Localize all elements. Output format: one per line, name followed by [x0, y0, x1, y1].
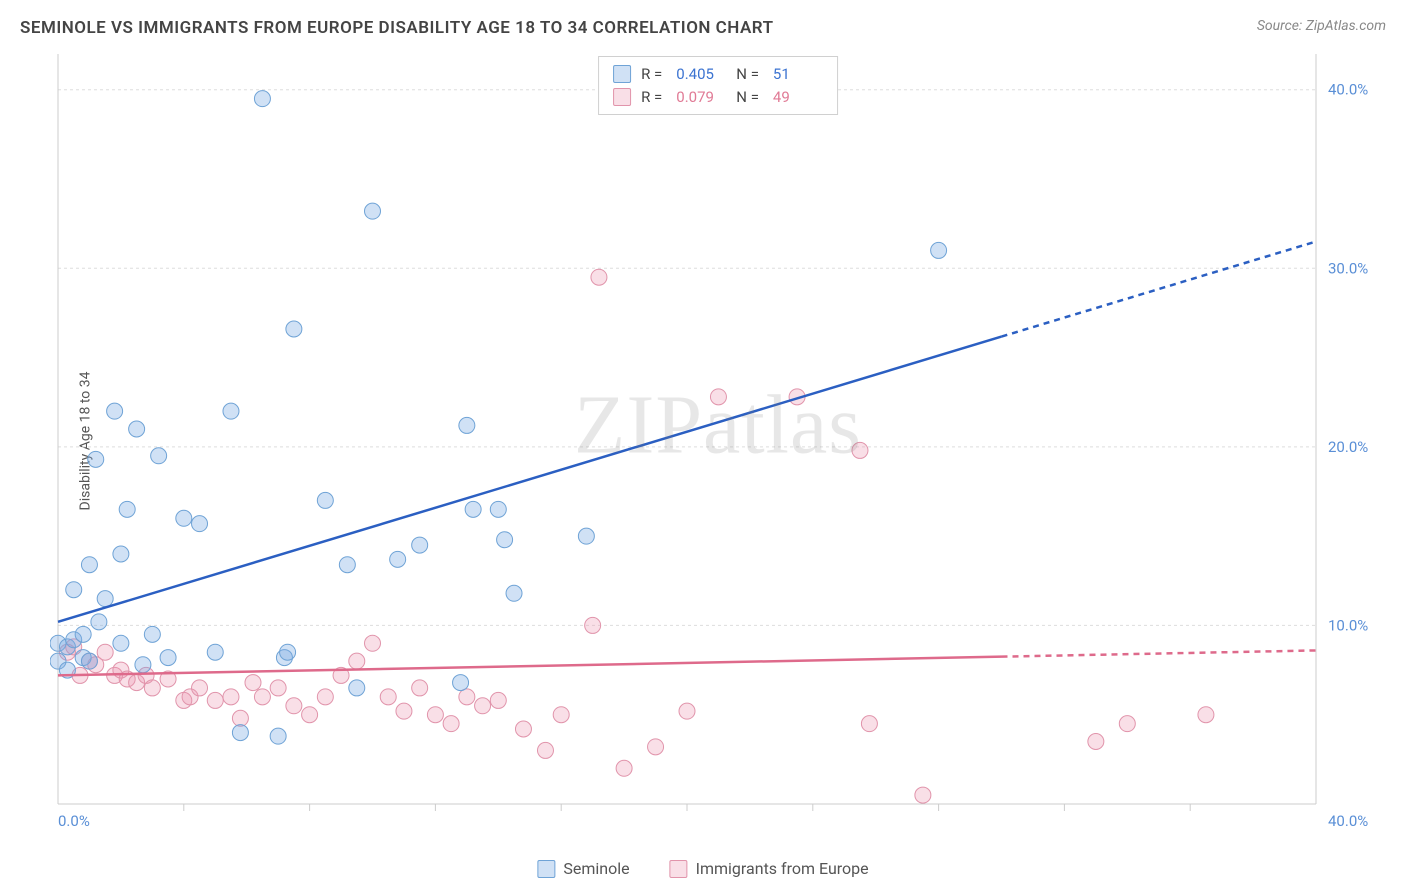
- chart-area: Disability Age 18 to 34 10.0%20.0%30.0%4…: [50, 50, 1386, 832]
- legend-item-immigrants: Immigrants from Europe: [670, 859, 869, 878]
- swatch-seminole: [613, 65, 631, 83]
- r-label: R =: [641, 86, 662, 109]
- svg-text:20.0%: 20.0%: [1328, 438, 1368, 456]
- legend-label-immigrants: Immigrants from Europe: [696, 859, 869, 878]
- legend-label-seminole: Seminole: [563, 859, 629, 878]
- legend-swatch-seminole: [537, 860, 555, 878]
- stats-row-immigrants: R = 0.079 N = 49: [613, 86, 823, 109]
- swatch-immigrants: [613, 88, 631, 106]
- svg-text:30.0%: 30.0%: [1328, 259, 1368, 277]
- source-attribution: Source: ZipAtlas.com: [1257, 18, 1386, 34]
- n-label: N =: [736, 63, 759, 86]
- chart-title: SEMINOLE VS IMMIGRANTS FROM EUROPE DISAB…: [20, 18, 774, 38]
- r-value-immigrants: 0.079: [676, 86, 726, 109]
- n-value-seminole: 51: [773, 63, 823, 86]
- stats-row-seminole: R = 0.405 N = 51: [613, 63, 823, 86]
- r-label: R =: [641, 63, 662, 86]
- legend-swatch-immigrants: [670, 860, 688, 878]
- svg-text:0.0%: 0.0%: [58, 812, 90, 830]
- correlation-stats-box: R = 0.405 N = 51 R = 0.079 N = 49: [598, 56, 838, 115]
- svg-text:10.0%: 10.0%: [1328, 616, 1368, 634]
- n-label: N =: [736, 86, 759, 109]
- svg-text:40.0%: 40.0%: [1328, 81, 1368, 99]
- legend-item-seminole: Seminole: [537, 859, 629, 878]
- svg-text:40.0%: 40.0%: [1328, 812, 1368, 830]
- scatter-plot: 10.0% 20.0% 30.0% 40.0% 0.0% 40.0%: [50, 50, 1386, 832]
- legend: Seminole Immigrants from Europe: [537, 859, 868, 878]
- n-value-immigrants: 49: [773, 86, 823, 109]
- r-value-seminole: 0.405: [676, 63, 726, 86]
